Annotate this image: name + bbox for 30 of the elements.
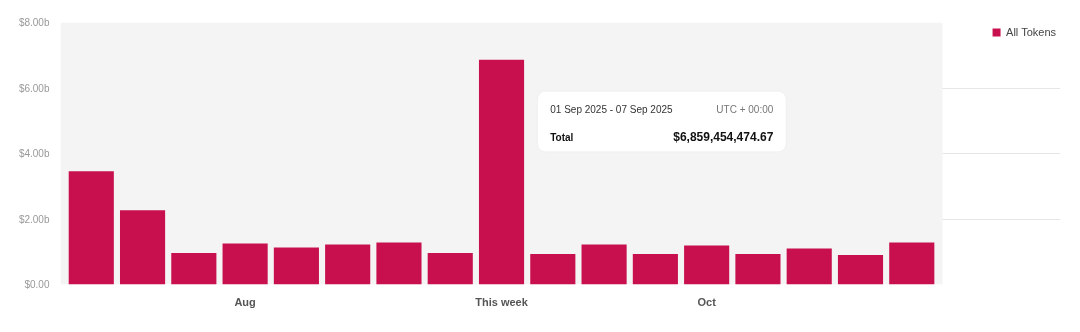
bar: [889, 242, 935, 285]
bar: [632, 254, 678, 285]
bar: [119, 210, 166, 285]
x-tick-label: Aug: [234, 295, 256, 308]
bar: [478, 59, 525, 285]
x-tick-label: This week: [475, 295, 529, 308]
x-tick-label: Oct: [697, 295, 717, 308]
annotation: UTC + 00:00: [716, 103, 774, 115]
bar: [735, 254, 781, 285]
bar: [530, 254, 576, 285]
annotation: $6,859,454,474.67: [673, 130, 774, 145]
y-tick-label: $8.00b: [18, 17, 50, 28]
y-tick-label: $4.00b: [18, 148, 50, 159]
bar: [273, 247, 319, 285]
bar: [68, 171, 114, 285]
y-tick-label: $6.00b: [18, 82, 50, 94]
bar: [581, 244, 627, 285]
bar: [837, 255, 884, 285]
bar: [376, 242, 422, 285]
annotation: Total: [550, 131, 574, 143]
bar: [171, 253, 217, 285]
annotation: 01 Sep 2025 - 07 Sep 2025: [550, 103, 674, 115]
bar: [427, 253, 473, 285]
bar: [684, 245, 730, 285]
y-tick-label: $2.00b: [18, 213, 50, 225]
y-tick-label: $0.00: [24, 279, 50, 290]
legend-label: All Tokens: [1006, 26, 1056, 38]
bar: [222, 243, 268, 285]
bar: [325, 244, 371, 285]
bar: [786, 248, 832, 285]
